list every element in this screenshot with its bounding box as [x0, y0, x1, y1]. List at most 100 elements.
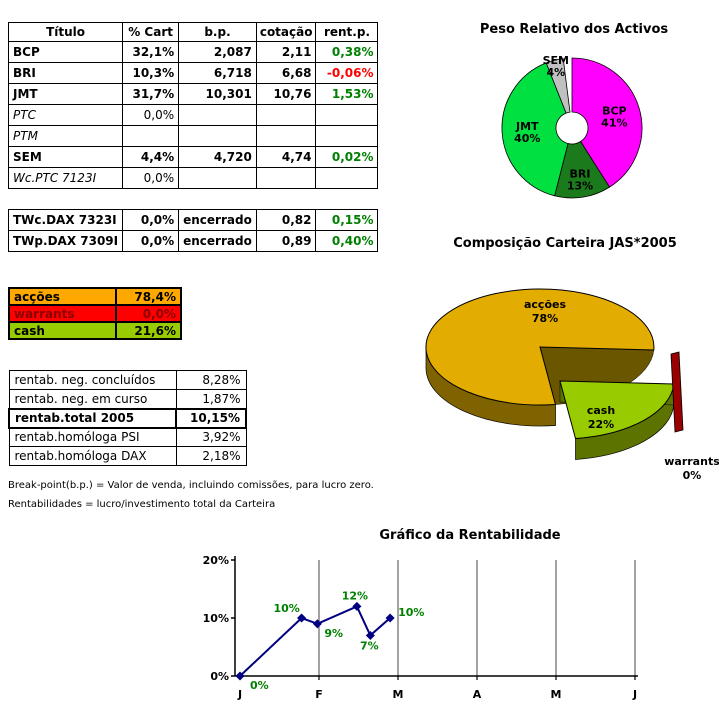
cell-bp[interactable]: 10,301 [178, 83, 257, 105]
cell-titulo[interactable]: PTM [7, 125, 124, 147]
chart-label: warrants [664, 455, 719, 468]
pie3d-slice-cash[interactable] [559, 380, 675, 440]
cell-titulo[interactable]: BRI [7, 62, 124, 84]
chart-label: BRI [570, 167, 591, 180]
cell-rent[interactable] [315, 167, 379, 189]
holdings-row [8, 188, 378, 210]
cell-returns-value[interactable]: 3,92% [175, 427, 247, 447]
cell-cotacao[interactable] [255, 167, 317, 189]
cell-rent[interactable]: 0,38% [315, 41, 379, 63]
holdings-header-1[interactable]: % Cart [122, 22, 180, 42]
cell-pcart[interactable]: 4,4% [122, 146, 180, 168]
cell-returns-value[interactable]: 8,28% [175, 370, 247, 390]
cell-bp[interactable]: 4,720 [178, 146, 257, 168]
chart-label: cash [587, 404, 615, 417]
cell-returns-value[interactable]: 2,18% [175, 446, 247, 466]
donut-slice-SEM[interactable] [545, 58, 571, 114]
data-point-marker[interactable] [352, 601, 362, 611]
holdings-header-2[interactable]: b.p. [178, 22, 257, 42]
cell-titulo[interactable]: Wc.PTC 7123I [7, 167, 124, 189]
cell-rent[interactable]: 0,40% [315, 230, 379, 252]
cell-bp[interactable] [178, 125, 257, 147]
donut-slice-BRI[interactable] [554, 140, 611, 199]
cell-pcart[interactable]: 0,0% [122, 209, 180, 231]
pie3d-slice-warrants[interactable] [670, 351, 684, 433]
returns-row: rentab. neg. em curso 1,87% [8, 389, 247, 409]
cell-pcart[interactable]: 10,3% [122, 62, 180, 84]
cell-cotacao[interactable] [255, 125, 317, 147]
cell-pcart[interactable] [122, 188, 179, 210]
returns-table: rentab. neg. concluídos 8,28% rentab. neg.… [8, 370, 247, 466]
cell-cotacao[interactable]: 6,68 [255, 62, 317, 84]
cell-pcart[interactable]: 0,0% [122, 167, 180, 189]
cell-cotacao[interactable]: 4,74 [255, 146, 317, 168]
holdings-header-0[interactable]: Título [7, 22, 124, 42]
chart-label: 20% [203, 554, 229, 567]
cell-returns-label[interactable]: rentab.homóloga PSI [8, 427, 177, 447]
cell-titulo[interactable]: PTC [7, 104, 124, 126]
holdings-header-3[interactable]: cotação [255, 22, 317, 42]
chart-label: M [551, 688, 562, 701]
cell-class-value[interactable]: 21,6% [115, 321, 182, 340]
cell-cotacao[interactable] [255, 104, 317, 126]
pie3d-slice-accoes[interactable] [425, 288, 655, 406]
cell-class-label[interactable]: acções [8, 287, 117, 306]
cell-titulo[interactable] [8, 188, 123, 210]
cell-rent[interactable]: 0,02% [315, 146, 379, 168]
cell-bp[interactable]: 2,087 [178, 41, 257, 63]
cell-bp[interactable]: encerrado [178, 230, 257, 252]
cell-cotacao[interactable] [256, 188, 316, 210]
cell-class-label[interactable]: warrants [8, 304, 117, 323]
cell-pcart[interactable] [122, 125, 180, 147]
cell-class-label[interactable]: cash [8, 321, 117, 340]
cell-cotacao[interactable]: 0,82 [255, 209, 317, 231]
cell-returns-value[interactable]: 10,15% [175, 407, 247, 429]
cell-pcart[interactable]: 0,0% [122, 104, 180, 126]
cell-bp[interactable]: encerrado [178, 209, 257, 231]
chart-label: J [632, 688, 637, 701]
cell-returns-value[interactable]: 1,87% [175, 389, 247, 409]
cell-bp[interactable] [178, 188, 257, 210]
data-point-marker[interactable] [312, 619, 322, 629]
cell-class-value[interactable]: 0,0% [115, 304, 182, 323]
cell-rent[interactable]: 1,53% [315, 83, 379, 105]
cell-cotacao[interactable]: 2,11 [255, 41, 317, 63]
cell-returns-label[interactable]: rentab.total 2005 [8, 407, 177, 429]
allocation-row: cash 21,6% [8, 321, 182, 340]
cell-rent[interactable] [315, 104, 379, 126]
cell-returns-label[interactable]: rentab. neg. concluídos [8, 370, 177, 390]
cell-pcart[interactable]: 0,0% [122, 230, 180, 252]
line-series[interactable] [239, 605, 391, 677]
cell-titulo[interactable]: TWc.DAX 7323I [7, 209, 124, 231]
cell-returns-label[interactable]: rentab.homóloga DAX [8, 446, 177, 466]
donut-slice-JMT[interactable] [501, 62, 569, 197]
cell-rent[interactable] [315, 188, 378, 210]
cell-bp[interactable]: 6,718 [178, 62, 257, 84]
cell-titulo[interactable]: TWp.DAX 7309I [7, 230, 124, 252]
cell-bp[interactable] [178, 104, 257, 126]
chart-label: 7% [360, 639, 379, 652]
cell-class-value[interactable]: 78,4% [115, 287, 182, 306]
cell-titulo[interactable]: JMT [7, 83, 124, 105]
cell-pcart[interactable]: 31,7% [122, 83, 180, 105]
cell-returns-label[interactable]: rentab. neg. em curso [8, 389, 177, 409]
holdings-row: SEM 4,4% 4,720 4,74 0,02% [7, 146, 379, 168]
holdings-header-4[interactable]: rent.p. [315, 22, 379, 42]
line-chart[interactable]: 0% 10% 20% J F M A M J 0% 10% 9% 12% 7% 10% [203, 548, 659, 706]
chart-label: 0% [683, 469, 702, 482]
returns-row: rentab.homóloga DAX 2,18% [8, 446, 247, 466]
cell-pcart[interactable]: 32,1% [122, 41, 180, 63]
holdings-row: BCP 32,1% 2,087 2,11 0,38% [7, 41, 379, 63]
line-chart-title: Gráfico da Rentabilidade [379, 528, 561, 543]
cell-rent[interactable]: 0,15% [315, 209, 379, 231]
chart-label: SEM [543, 54, 569, 67]
cell-rent[interactable]: -0,06% [315, 62, 379, 84]
cell-bp[interactable] [178, 167, 257, 189]
cell-titulo[interactable]: SEM [7, 146, 124, 168]
cell-titulo[interactable]: BCP [7, 41, 124, 63]
cell-cotacao[interactable]: 10,76 [255, 83, 317, 105]
cell-cotacao[interactable]: 0,89 [255, 230, 317, 252]
cell-rent[interactable] [315, 125, 379, 147]
